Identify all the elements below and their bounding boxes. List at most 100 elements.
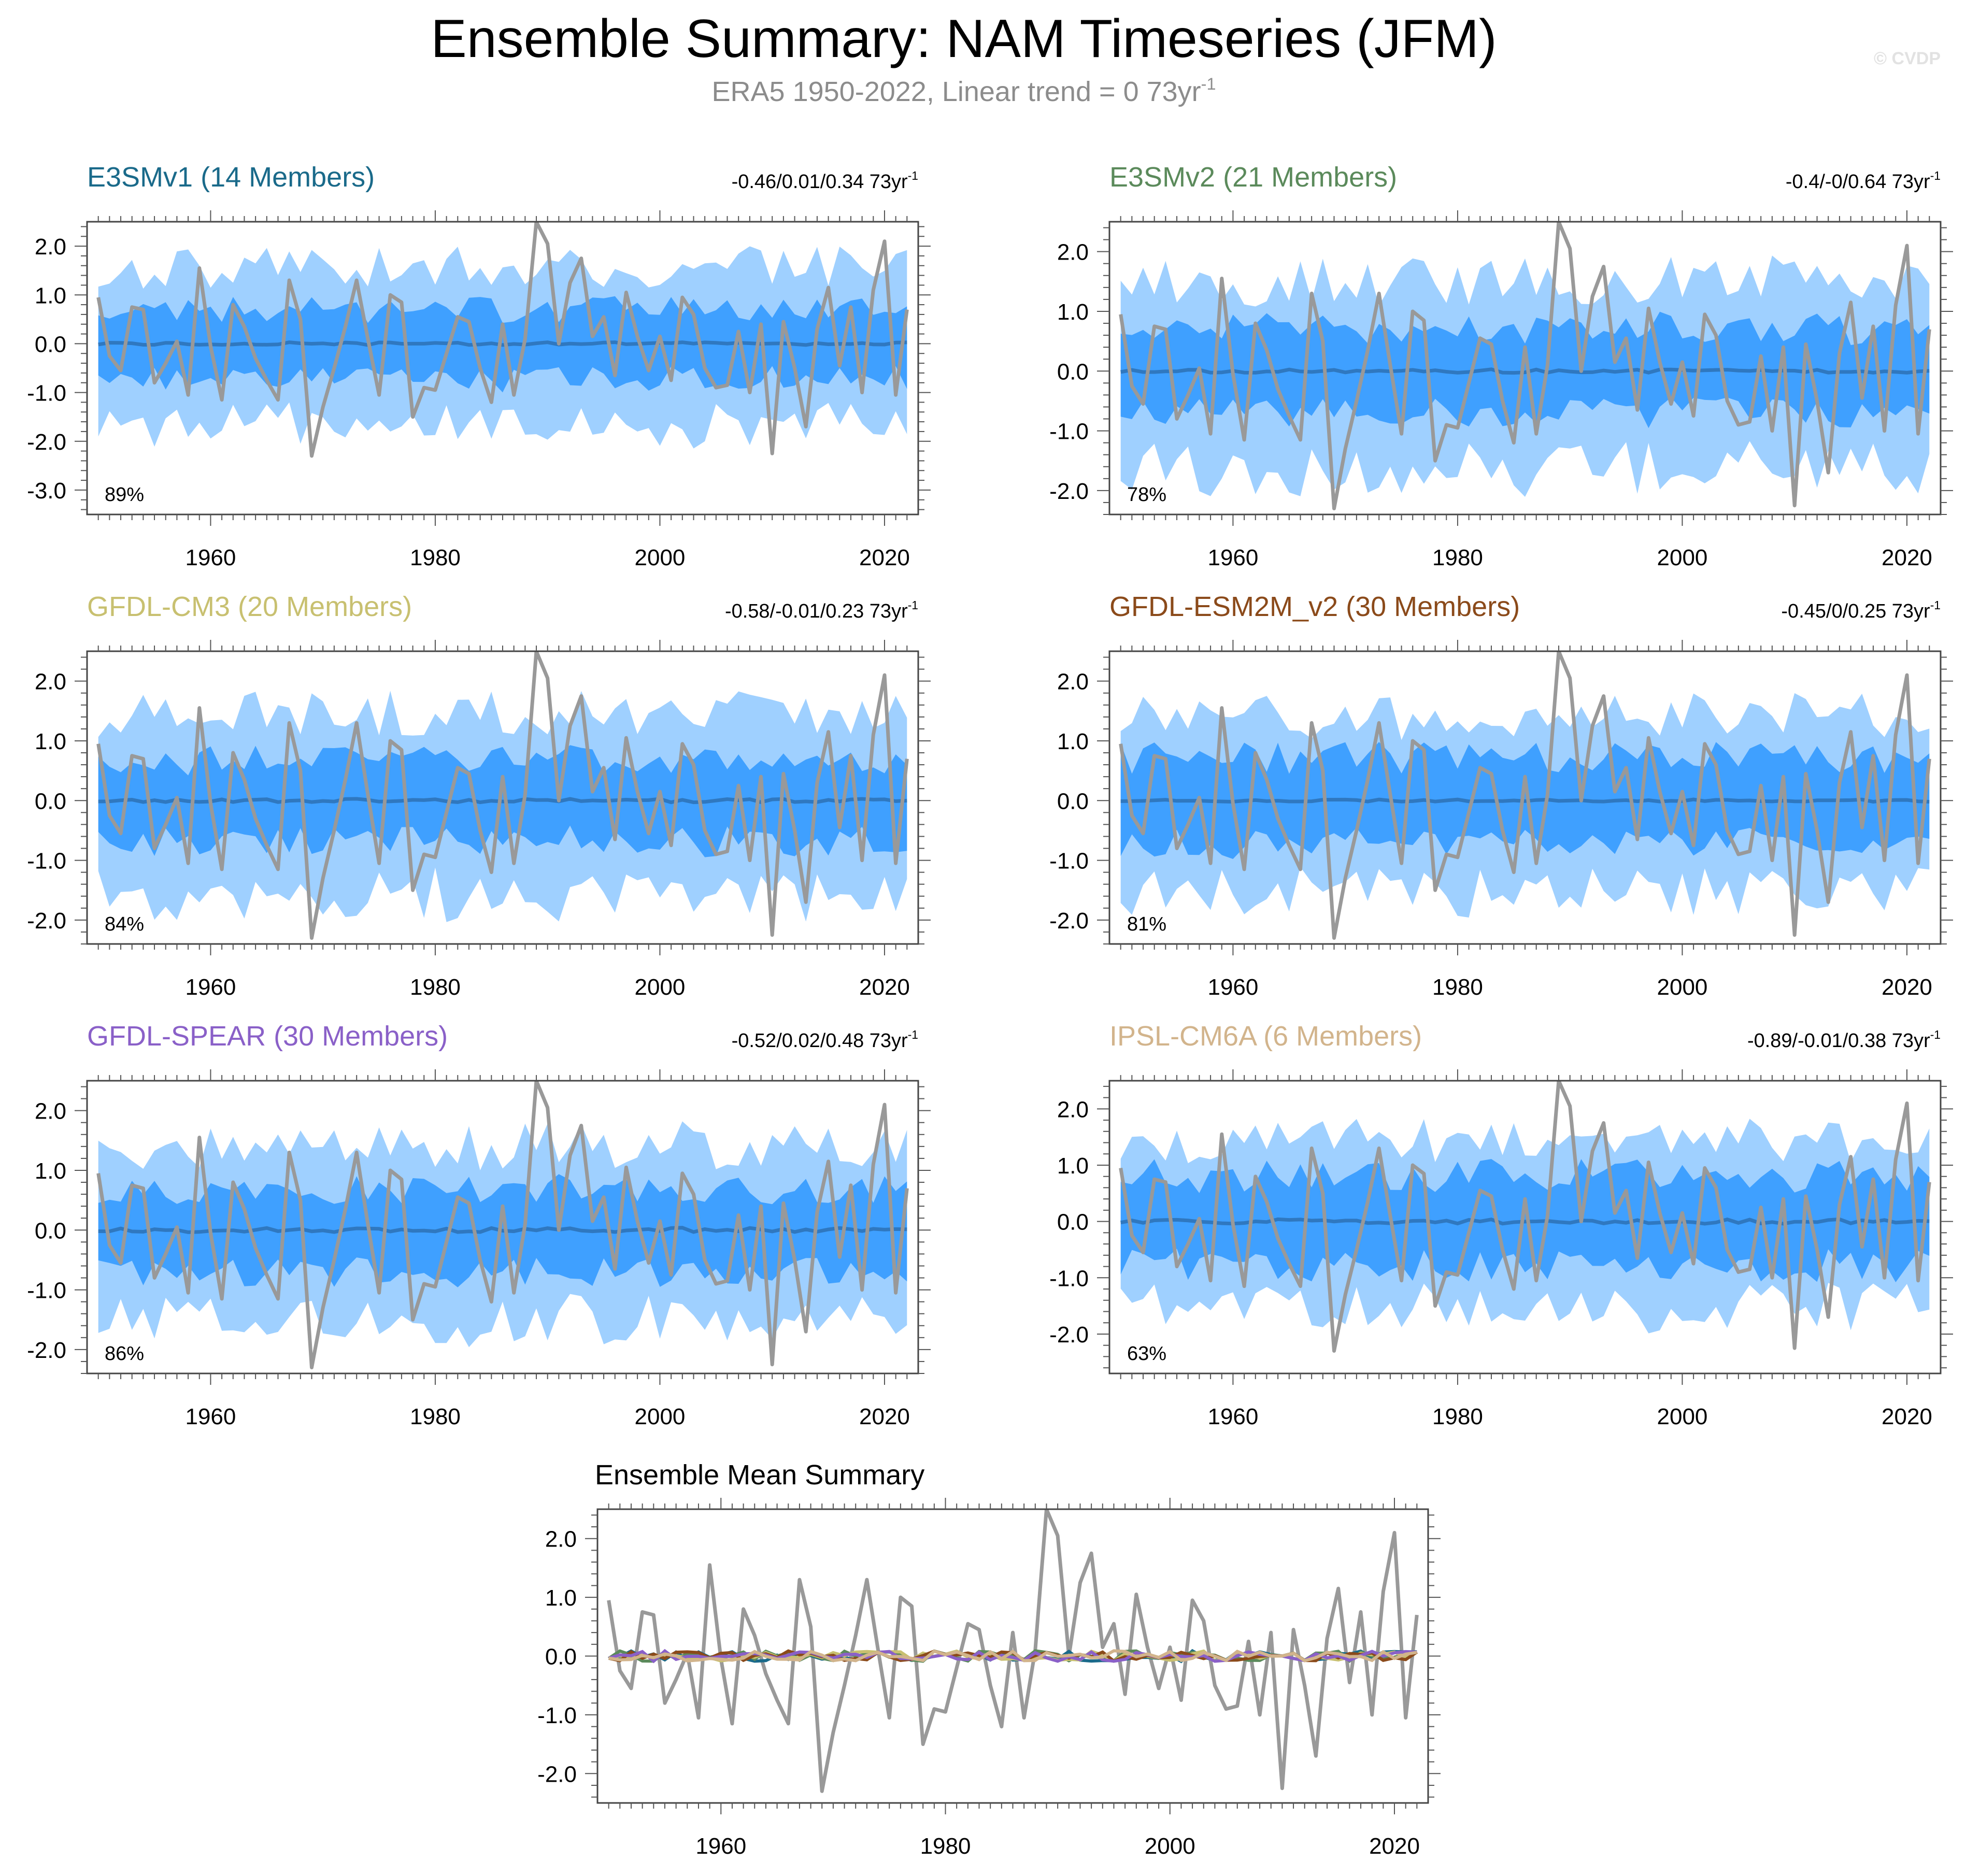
trend-text: -0.46/0.01/0.34 73yr — [732, 171, 908, 193]
percent-label: 63% — [1127, 1343, 1166, 1365]
x-tick-label: 1960 — [185, 545, 236, 570]
ensemble-mean-line — [1120, 1217, 1930, 1226]
percent-label: 78% — [1127, 484, 1166, 506]
y-tick-label: -1.0 — [537, 1703, 577, 1728]
panel-0: 1960 1980 2000 2020 2.0 1.0 0.0 -1.0 -2.0 -3.0 E3S… — [27, 162, 931, 570]
x-tick-label: 2000 — [1145, 1834, 1195, 1859]
observed-line — [96, 651, 909, 940]
model-mean-line — [608, 1649, 1417, 1663]
panel-title: IPSL-CM6A (6 Members) — [1109, 1021, 1422, 1052]
y-tick-label: 0.0 — [1057, 359, 1089, 384]
y-tick-label: -2.0 — [1049, 479, 1089, 504]
ensemble-mean-line — [98, 1226, 907, 1234]
y-tick-label: 1.0 — [1057, 1153, 1089, 1179]
panel-title: GFDL-SPEAR (30 Members) — [87, 1021, 448, 1052]
ensemble-mean-line — [98, 340, 907, 347]
y-tick-label: 0.0 — [545, 1644, 577, 1670]
x-tick-label: 2000 — [1657, 1404, 1708, 1429]
y-tick-label: 2.0 — [1057, 240, 1089, 265]
observed-line — [1119, 651, 1931, 940]
trend-sup: -1 — [1930, 1028, 1941, 1041]
y-tick-label: -3.0 — [27, 478, 66, 504]
ensemble-mean-line — [1120, 797, 1930, 804]
panel-title: GFDL-CM3 (20 Members) — [87, 591, 412, 622]
y-tick-label: -2.0 — [537, 1762, 577, 1787]
trend-sup: -1 — [1930, 169, 1941, 182]
plot-content — [1119, 1081, 1931, 1353]
plot-content — [96, 651, 909, 940]
figure-title: Ensemble Summary: NAM Timeseries (JFM) — [431, 9, 1497, 69]
x-tick-label: 1960 — [185, 975, 236, 1000]
trend-label: -0.45/0/0.25 73yr-1 — [1781, 598, 1941, 622]
y-tick-label: 1.0 — [35, 729, 66, 754]
y-tick-label: -2.0 — [27, 908, 66, 934]
y-tick-label: 0.0 — [35, 1218, 66, 1243]
plot-content — [607, 1509, 1419, 1793]
y-tick-label: -2.0 — [27, 429, 66, 455]
percent-label: 84% — [105, 913, 144, 935]
trend-sup: -1 — [908, 1028, 918, 1041]
x-tick-label: 2020 — [1882, 545, 1932, 570]
y-tick-label: -1.0 — [1049, 1266, 1089, 1291]
y-tick-label: 2.0 — [35, 1099, 66, 1124]
trend-sup: -1 — [908, 169, 918, 182]
y-tick-label: 0.0 — [1057, 789, 1089, 814]
panel-4: 1960 1980 2000 2020 2.0 1.0 0.0 -1.0 -2.0 GFDL-SP… — [27, 1021, 931, 1429]
plot-content — [1119, 651, 1931, 940]
panel-title: E3SMv2 (21 Members) — [1109, 162, 1397, 193]
panel-title: E3SMv1 (14 Members) — [87, 162, 375, 193]
trend-text: -0.4/-0/0.64 73yr — [1786, 171, 1930, 193]
panel-2: 1960 1980 2000 2020 2.0 1.0 0.0 -1.0 -2.0 GFDL-CM… — [27, 591, 931, 1000]
y-tick-label: -1.0 — [1049, 849, 1089, 874]
trend-sup: -1 — [1930, 598, 1941, 612]
percent-label: 81% — [1127, 913, 1166, 935]
x-tick-label: 1980 — [410, 975, 461, 1000]
panel-3: 1960 1980 2000 2020 2.0 1.0 0.0 -1.0 -2.0 GFDL-ES… — [1049, 591, 1953, 1000]
y-tick-label: -1.0 — [27, 381, 66, 406]
y-tick-label: -2.0 — [1049, 908, 1089, 934]
ensemble-mean-line — [98, 797, 907, 805]
plot-content — [1119, 222, 1931, 510]
plot-content — [96, 222, 909, 458]
y-tick-label: 1.0 — [35, 283, 66, 308]
x-tick-label: 2020 — [859, 545, 910, 570]
x-tick-label: 1980 — [1432, 545, 1483, 570]
x-tick-label: 1980 — [920, 1834, 971, 1859]
y-tick-label: 1.0 — [1057, 729, 1089, 754]
x-tick-label: 2020 — [1882, 975, 1932, 1000]
x-tick-label: 1960 — [695, 1834, 746, 1859]
x-tick-label: 2020 — [859, 1404, 910, 1429]
ensemble-mean-summary-panel: 1960 1980 2000 2020 2.0 1.0 0.0 -1.0 -2.0 Ensembl… — [537, 1459, 1441, 1859]
plot-content — [96, 1081, 909, 1369]
figure-subtitle-text: ERA5 1950-2022, Linear trend = 0 73yr — [712, 76, 1201, 107]
x-tick-label: 1960 — [1207, 545, 1258, 570]
y-tick-label: 2.0 — [545, 1527, 577, 1552]
y-tick-label: 0.0 — [35, 789, 66, 814]
x-tick-label: 1980 — [410, 1404, 461, 1429]
ensemble-mean-line — [1120, 367, 1930, 375]
y-tick-label: 1.0 — [545, 1585, 577, 1611]
percent-label: 86% — [105, 1343, 144, 1365]
x-tick-label: 1980 — [1432, 1404, 1483, 1429]
trend-text: -0.58/-0.01/0.23 73yr — [725, 600, 908, 622]
trend-text: -0.45/0/0.25 73yr — [1781, 600, 1930, 622]
y-tick-label: -2.0 — [1049, 1322, 1089, 1348]
percent-label: 89% — [105, 484, 144, 506]
x-tick-label: 2020 — [1882, 1404, 1932, 1429]
x-tick-label: 1960 — [1207, 975, 1258, 1000]
x-tick-label: 1980 — [1432, 975, 1483, 1000]
panel-1: 1960 1980 2000 2020 2.0 1.0 0.0 -1.0 -2.0 E3SMv2 … — [1049, 162, 1953, 570]
y-tick-label: 2.0 — [1057, 669, 1089, 695]
trend-label: -0.46/0.01/0.34 73yr-1 — [732, 169, 918, 193]
trend-label: -0.52/0.02/0.48 73yr-1 — [732, 1028, 918, 1052]
cvdp-watermark: © CVDP — [1874, 49, 1941, 68]
observed-line — [607, 1509, 1419, 1793]
y-tick-label: -1.0 — [27, 1278, 66, 1304]
panel-title: GFDL-ESM2M_v2 (30 Members) — [1109, 591, 1520, 622]
x-tick-label: 1960 — [185, 1404, 236, 1429]
y-tick-label: 1.0 — [1057, 299, 1089, 325]
observed-line — [1119, 1081, 1931, 1353]
trend-text: -0.52/0.02/0.48 73yr — [732, 1030, 908, 1052]
figure-subtitle: ERA5 1950-2022, Linear trend = 0 73yr-1 — [712, 75, 1216, 107]
y-tick-label: 2.0 — [35, 669, 66, 695]
